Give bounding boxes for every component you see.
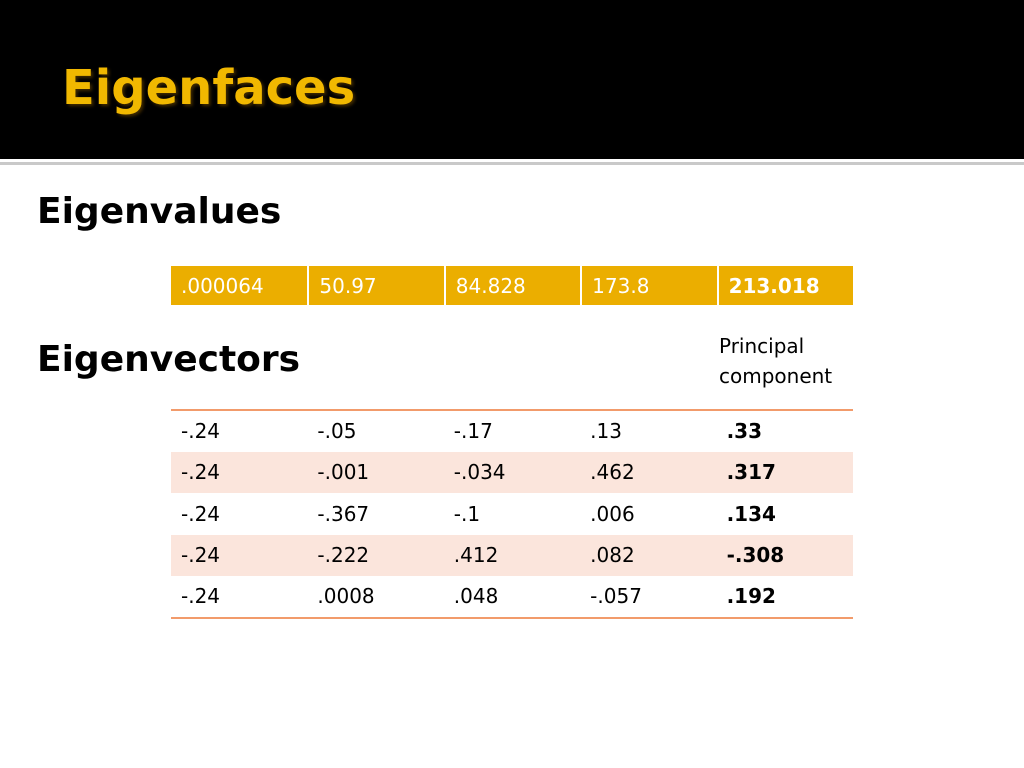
eigenvectors-heading: Eigenvectors [37,339,301,380]
table-row: -.24 -.222 .412 .082 -.308 [171,534,853,576]
table-cell: .462 [580,451,717,493]
table-cell: -.1 [453,501,481,526]
eigenvectors-table: -.24 -.05 -.17 .13 .33 -.24 -.001 -.034 … [171,409,853,619]
table-cell: -.034 [443,451,581,493]
table-cell: -.367 [317,501,370,526]
principal-label-line1: Principal [719,334,805,358]
table-row: -.24 -.001 -.034 .462 .317 [171,451,853,493]
title-bar: Eigenfaces [0,0,1024,159]
eigenvalues-table: .000064 50.97 84.828 173.8 213.018 [171,266,853,305]
table-cell: .082 [580,534,717,576]
eigenvalue-cell: .000064 [171,266,308,305]
table-cell: -.057 [590,584,642,609]
principal-component-cell: .33 [726,419,762,444]
table-cell: .0008 [317,584,375,609]
eigenvalue-cell: 50.97 [307,266,444,305]
principal-label-line2: component [719,364,833,388]
eigenvalue-cell: 84.828 [443,266,581,305]
table-cell: .048 [453,584,499,609]
principal-component-cell: .134 [726,501,776,526]
table-row: -.24 -.05 -.17 .13 .33 [171,410,853,452]
table-cell: -.001 [307,451,444,493]
table-cell: -.24 [181,419,221,444]
eigenvalue-cell: 173.8 [580,266,717,305]
principal-component-label: Principal component [719,331,832,391]
table-cell: .006 [590,501,635,526]
table-cell: -.222 [307,534,444,576]
table-cell: -.05 [317,419,357,444]
eigenvalue-cell-highlighted: 213.018 [716,266,853,305]
table-cell: -.24 [171,534,308,576]
eigenvalues-row: .000064 50.97 84.828 173.8 213.018 [171,266,853,305]
eigenvalues-heading: Eigenvalues [37,191,282,232]
principal-component-cell: -.308 [716,534,853,576]
table-cell: -.17 [453,419,493,444]
title-divider [0,159,1024,169]
table-cell: -.24 [181,584,221,609]
table-row: -.24 -.367 -.1 .006 .134 [171,493,853,535]
table-cell: .412 [443,534,581,576]
table-row: -.24 .0008 .048 -.057 .192 [171,576,853,618]
table-cell: -.24 [181,501,221,526]
table-cell: -.24 [171,451,308,493]
table-cell: .13 [590,419,622,444]
principal-component-cell: .192 [726,584,776,609]
slide-title: Eigenfaces [62,60,356,116]
principal-component-cell: .317 [716,451,853,493]
